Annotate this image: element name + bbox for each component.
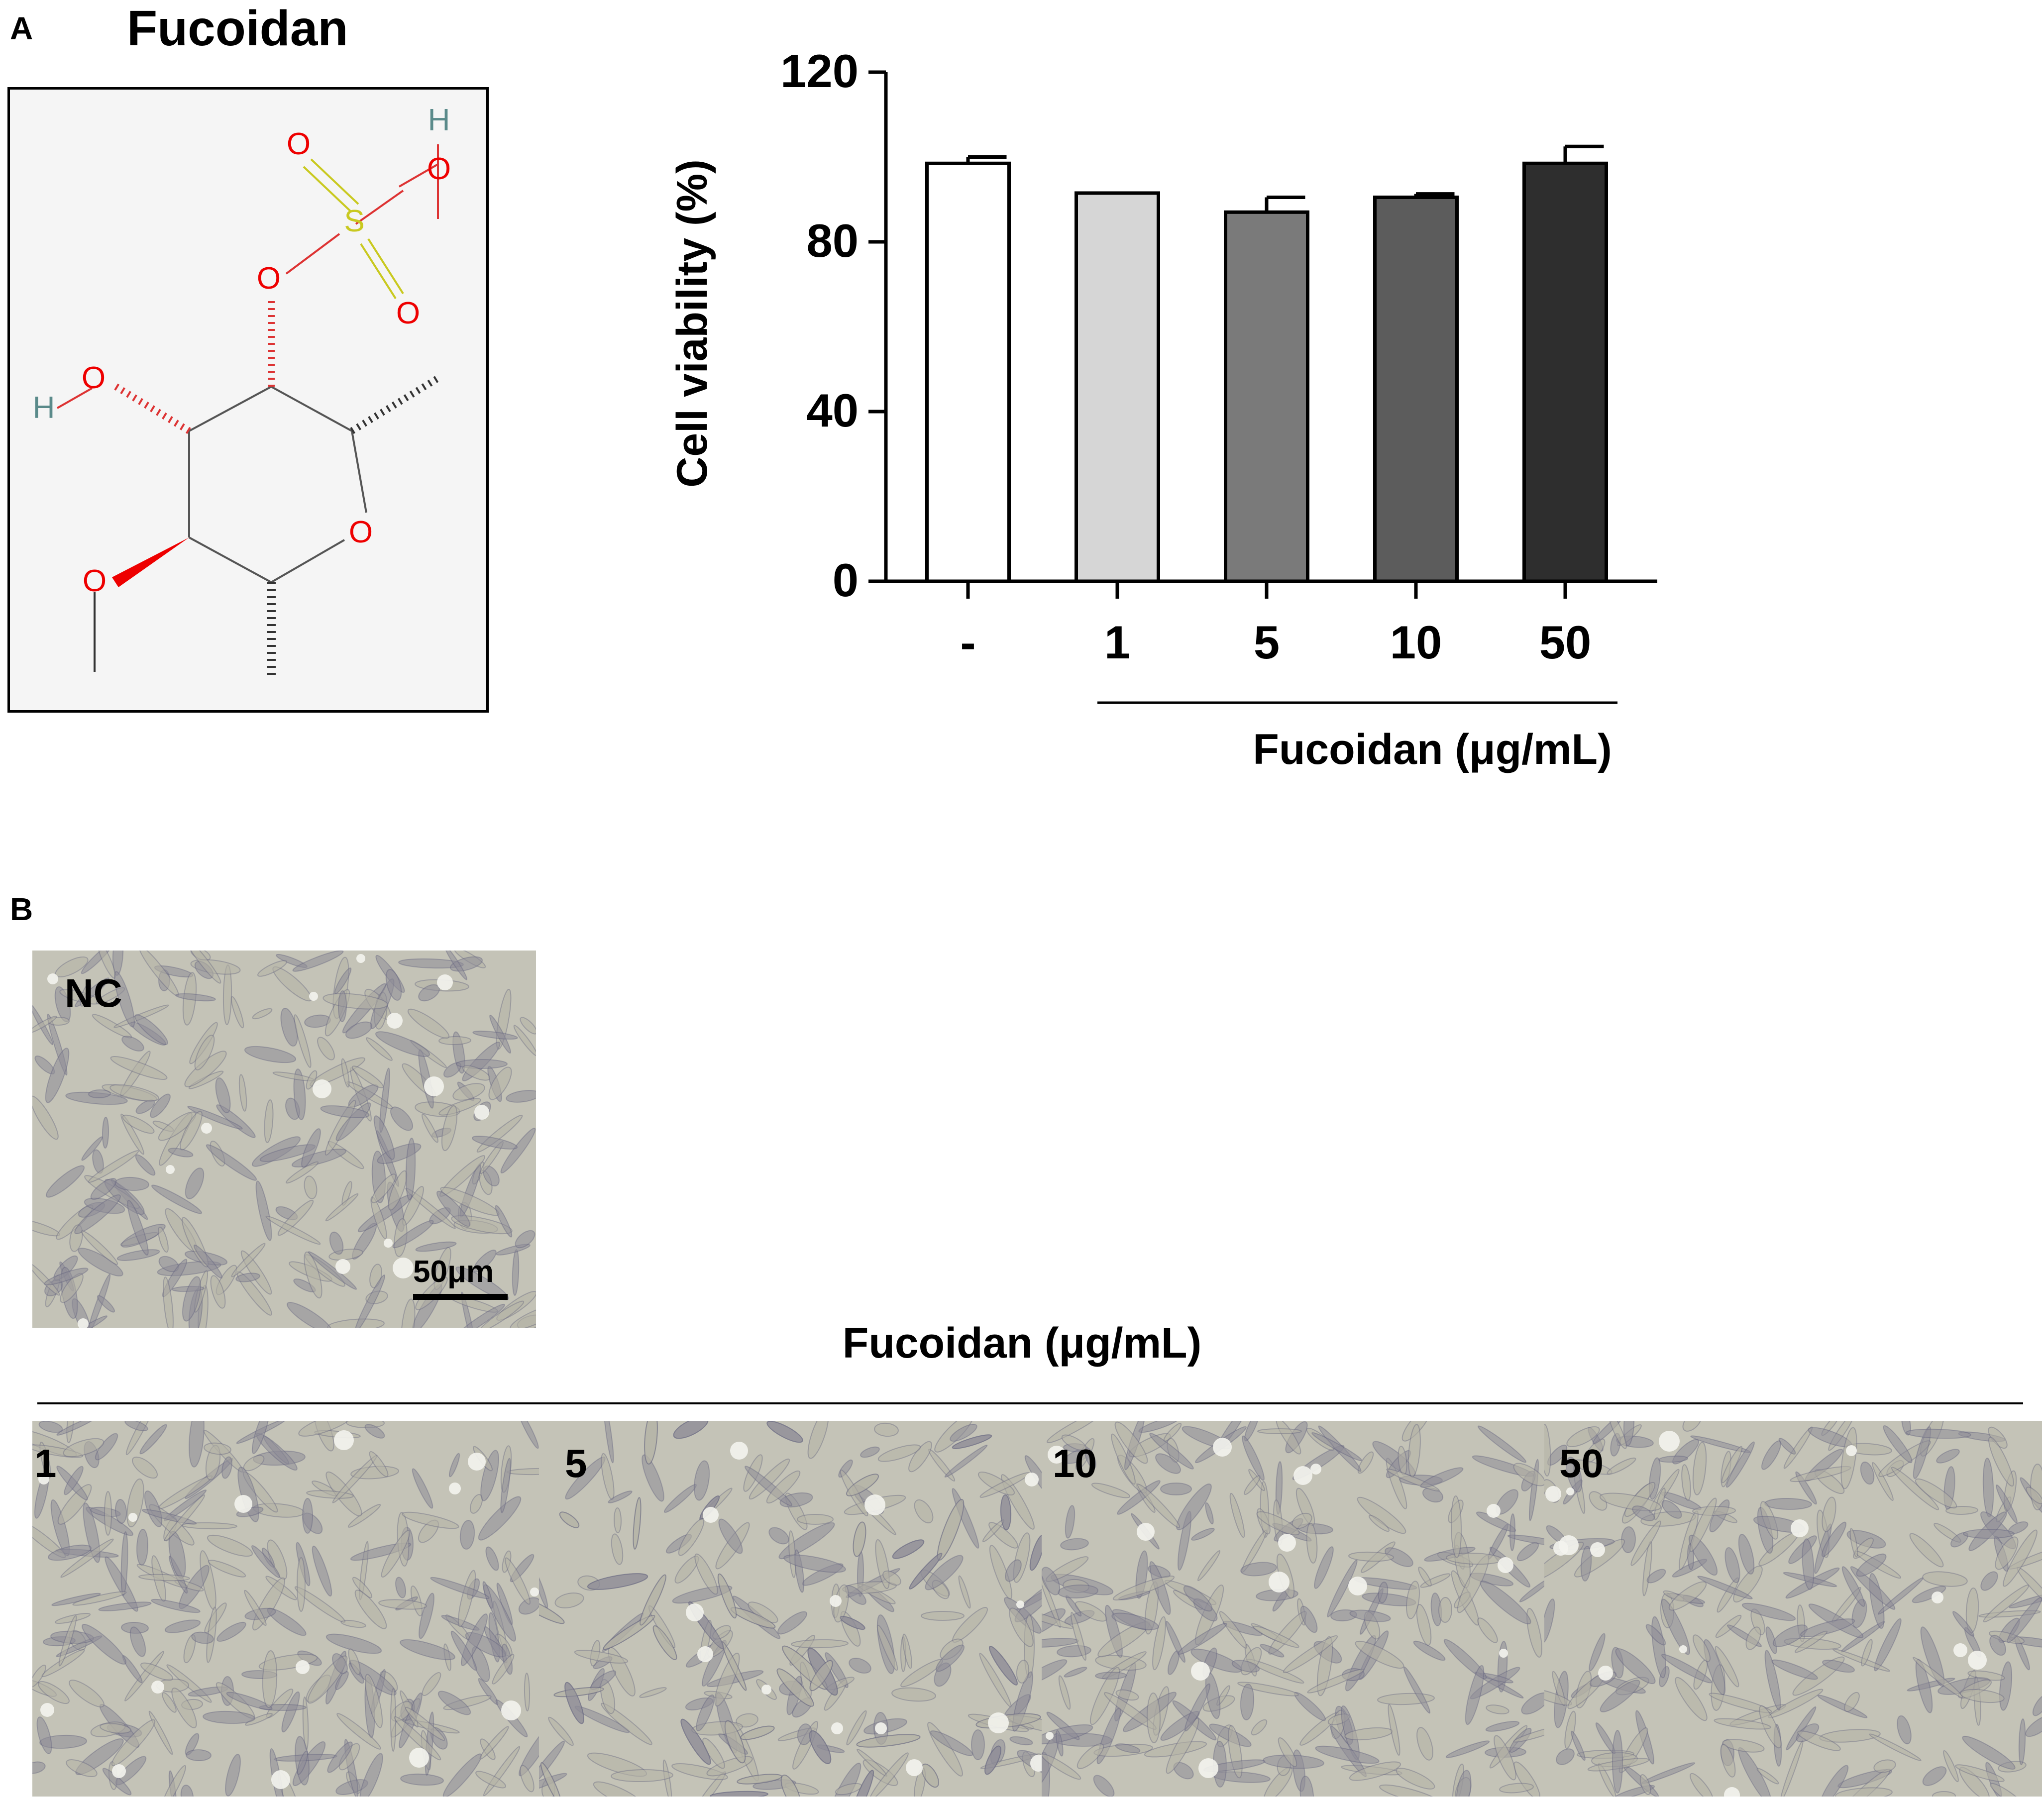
- y-tick-label: 40: [806, 384, 859, 436]
- panel-b-letter: B: [10, 891, 33, 927]
- micrograph-5: 5: [539, 1421, 1042, 1797]
- bar: [1075, 191, 1160, 583]
- micrograph-50: 50: [1544, 1421, 2042, 1797]
- group-underline: [37, 1402, 2023, 1404]
- atom-o: O: [349, 515, 373, 549]
- atom-o: O: [83, 564, 107, 598]
- bar: [1373, 195, 1459, 583]
- atom-o: O: [427, 152, 451, 186]
- scale-bar: [413, 1294, 508, 1300]
- x-tick-label: 5: [1254, 616, 1280, 668]
- y-tick-label: 80: [806, 214, 859, 267]
- bar: [925, 161, 1011, 583]
- micrograph-nc: NC 50μm: [32, 951, 536, 1328]
- x-tick-label: 10: [1390, 616, 1442, 668]
- atom-o: O: [287, 127, 311, 161]
- atom-o: O: [82, 361, 106, 395]
- x-tick-label: 50: [1539, 616, 1592, 668]
- cell-texture: [1042, 1421, 1544, 1797]
- cell-texture: [539, 1421, 1042, 1797]
- micrograph-label: NC: [65, 971, 122, 1015]
- micrograph-label: 50: [1559, 1441, 1604, 1485]
- y-tick-label: 120: [780, 45, 859, 97]
- scale-bar-label: 50μm: [413, 1255, 494, 1289]
- bar: [1522, 161, 1608, 583]
- micrograph-group-label: Fucoidan (μg/mL): [842, 1319, 1202, 1367]
- micrograph-label: 1: [34, 1441, 57, 1485]
- micrograph-label: 5: [565, 1441, 587, 1485]
- bar: [1224, 210, 1309, 583]
- atom-o: O: [396, 296, 420, 330]
- chart-plot-area: 0 40 80 120 - 1 5 10 50: [780, 45, 1657, 704]
- micrograph-label: 10: [1053, 1441, 1097, 1485]
- cell-texture: [1544, 1421, 2042, 1797]
- structure-diagram: O H O S O O O H O O: [33, 103, 451, 677]
- atom-h: H: [428, 103, 450, 137]
- atom-h: H: [33, 391, 55, 425]
- x-axis-group-label: Fucoidan (μg/mL): [1253, 726, 1612, 773]
- panel-a-letter: A: [10, 10, 33, 46]
- compound-title: Fucoidan: [127, 0, 348, 56]
- chemical-structure: O H O S O O O H O O: [7, 87, 489, 713]
- micrograph-1: 1: [32, 1421, 539, 1797]
- y-axis-label: Cell viability (%): [668, 159, 716, 488]
- x-tick-label: 1: [1104, 616, 1130, 668]
- micrograph-10: 10: [1042, 1421, 1544, 1797]
- atom-s: S: [344, 204, 364, 238]
- atom-o: O: [257, 261, 281, 296]
- x-tick-label: -: [960, 616, 975, 668]
- cell-viability-chart: 0 40 80 120 - 1 5 10 50 Cell viability (%) Fucoi…: [668, 45, 1657, 773]
- y-tick-label: 0: [833, 554, 859, 606]
- cell-texture: [32, 1421, 539, 1797]
- cell-texture: [32, 951, 536, 1328]
